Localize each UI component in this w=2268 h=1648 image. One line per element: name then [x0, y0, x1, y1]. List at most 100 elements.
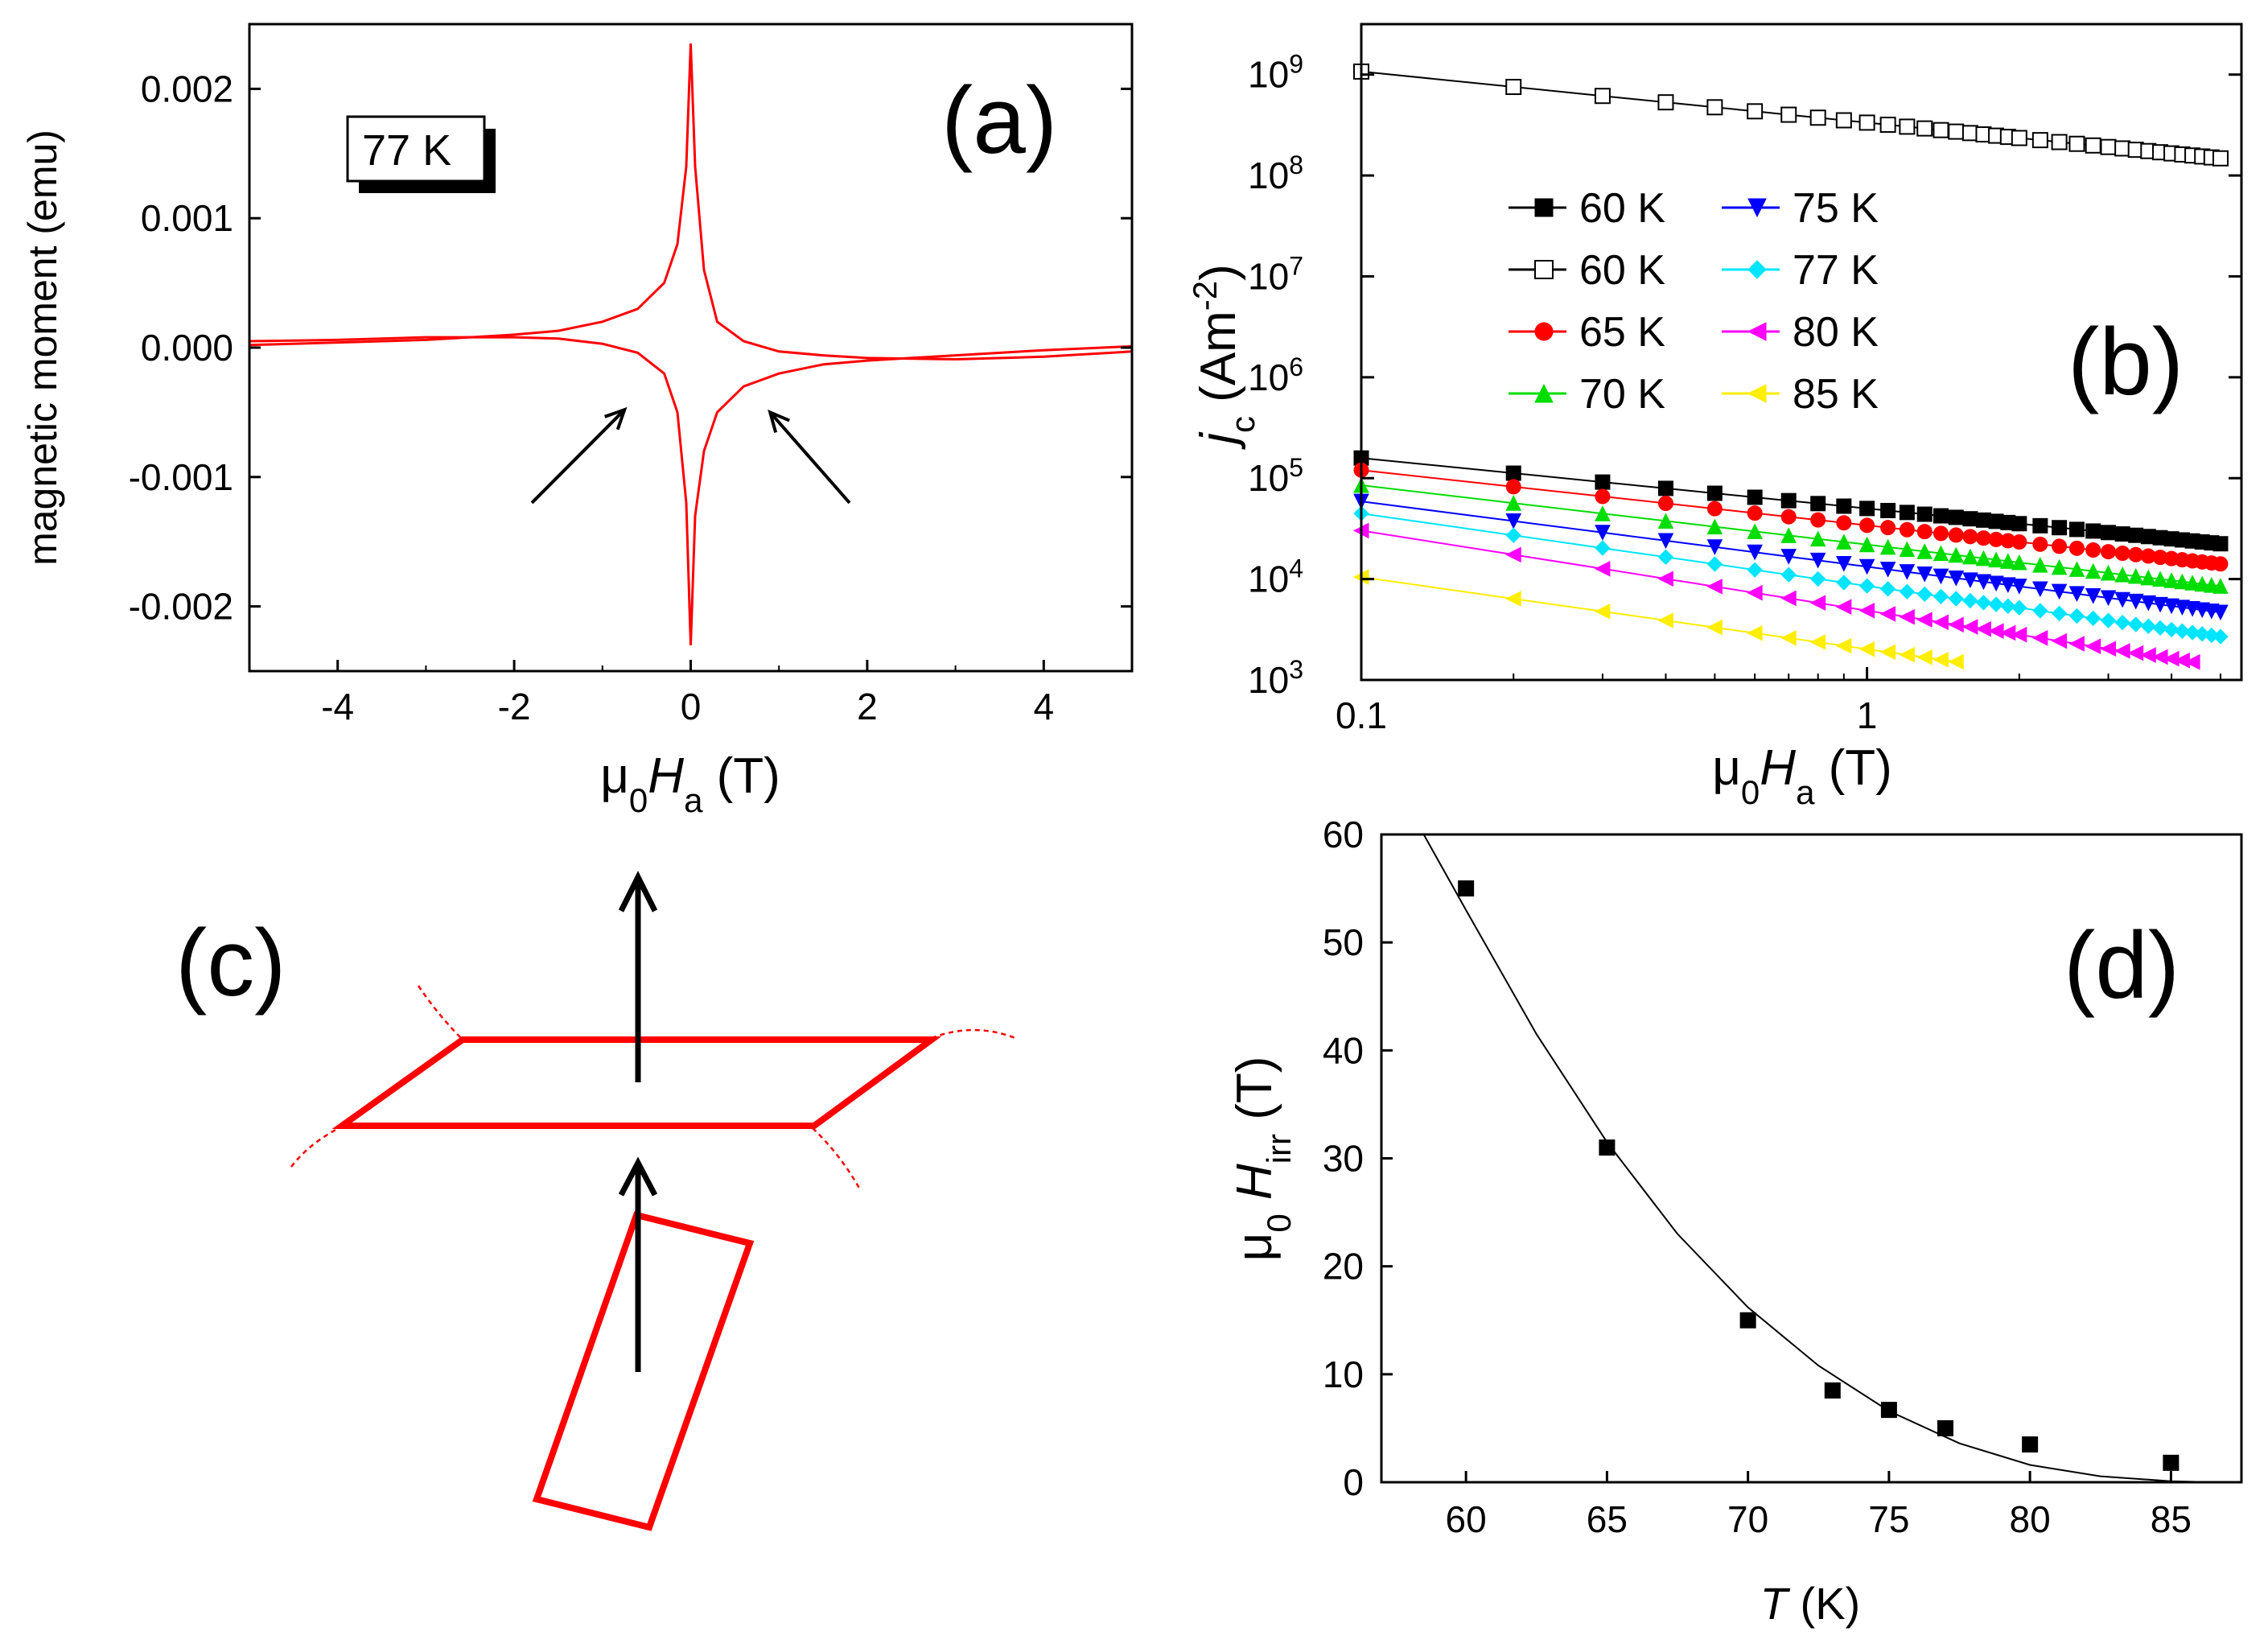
data-point: [1657, 571, 1673, 587]
data-point: [1505, 546, 1521, 563]
data-point: [1961, 619, 1978, 635]
x-tick-label: 85: [2151, 1498, 2192, 1540]
data-point: [1594, 604, 1611, 620]
data-point: [1599, 1139, 1616, 1156]
y-tick-exponent: 5: [1289, 453, 1303, 482]
panel-b-x-axis-label: μ0Ha (T): [1712, 740, 1892, 811]
x-tick-label: -4: [321, 686, 354, 727]
data-point: [1505, 495, 1522, 511]
data-point: [2101, 525, 2117, 541]
y-tick-base: 10: [1248, 558, 1289, 600]
data-point: [1916, 612, 1933, 628]
data-point: [1880, 1402, 1897, 1419]
data-point: [1657, 513, 1674, 529]
data-point: [1657, 612, 1673, 628]
data-point: [1747, 489, 1763, 505]
panel-c-schematic: (c): [175, 871, 1016, 1531]
panel-d-x-ticks: 60 65 70 75 80 85: [1446, 1471, 2192, 1540]
panel-b-plot-area: [1352, 63, 2229, 670]
y-tick-exponent: 9: [1289, 50, 1303, 79]
y-tick-exponent: 8: [1289, 150, 1303, 179]
data-point: [1933, 568, 1949, 585]
data-point: [1879, 644, 1896, 661]
data-point: [2068, 540, 2085, 556]
data-point: [1835, 637, 1852, 654]
panel-a-label: (a): [941, 68, 1057, 174]
data-point: [1809, 595, 1826, 611]
data-point: [1933, 525, 1949, 542]
data-point: [1899, 583, 1916, 599]
data-point: [2212, 556, 2229, 572]
data-point: [2174, 573, 2191, 590]
legend-label: 65 K: [1579, 309, 1665, 356]
data-point: [1810, 512, 1826, 528]
data-point: [2068, 608, 2085, 624]
data-point: [1505, 479, 1521, 495]
series-line: [1360, 529, 2193, 663]
data-point: [1505, 465, 1521, 481]
data-point: [2114, 591, 2130, 608]
legend-marker: [1534, 260, 1554, 279]
y-tick-base: 10: [1248, 457, 1289, 499]
x-tick-label: 65: [1587, 1498, 1628, 1540]
y-tick-exponent: 7: [1289, 251, 1303, 280]
data-point: [2052, 520, 2068, 536]
annotation-arrow-head-1: [604, 406, 628, 431]
panel-a-y-axis-label: magnetic moment (emu): [20, 130, 65, 566]
data-point: [1810, 496, 1826, 512]
data-point: [1948, 616, 1964, 633]
data-point: [1835, 112, 1852, 129]
data-point: [1858, 602, 1875, 619]
data-point: [2114, 566, 2130, 583]
data-point: [2127, 616, 2144, 632]
y-tick-label: 104: [1248, 554, 1303, 600]
data-point: [1809, 109, 1826, 126]
data-point: [1916, 524, 1933, 540]
data-point: [2051, 605, 2068, 622]
data-point: [1948, 591, 1965, 607]
data-point: [1899, 541, 1916, 558]
series-65K: [1353, 462, 2229, 572]
hysteresis-upper-branch: [249, 43, 1133, 361]
data-point: [1657, 94, 1674, 111]
data-point: [1780, 590, 1797, 607]
panel-a-y-ticks: -0.002 -0.001 0.000 0.001 0.002: [129, 68, 1132, 628]
legend-label: 75 K: [1793, 185, 1879, 232]
data-point: [2085, 588, 2101, 604]
data-point: [2000, 553, 2016, 569]
y-tick-base: 10: [1248, 154, 1289, 196]
legend-marker: [1747, 384, 1767, 403]
data-point: [1899, 646, 1915, 663]
series-70K: [1353, 476, 2229, 594]
data-point: [1780, 566, 1797, 583]
data-point: [2101, 544, 2117, 560]
annotation-arrow-2: [768, 411, 851, 505]
data-point: [1880, 520, 1896, 536]
data-point: [1595, 540, 1611, 556]
data-point: [2068, 586, 2085, 603]
data-point: [2152, 620, 2168, 637]
data-point: [2032, 603, 2048, 619]
data-point: [1747, 103, 1764, 120]
data-point: [1933, 545, 1949, 562]
data-point: [1747, 523, 1763, 539]
legend-label: 60 K: [1579, 247, 1665, 294]
panel-d-y-axis-label: μ0 Hirr (T): [1227, 1057, 1298, 1262]
data-point: [2000, 598, 2016, 614]
data-point: [1739, 1312, 1756, 1329]
data-point: [1933, 651, 1949, 668]
data-point: [2051, 558, 2068, 575]
legend-entry-65K: 65 K: [1509, 309, 1665, 356]
data-point: [1948, 653, 1964, 670]
y-tick-base: 10: [1248, 659, 1289, 701]
data-point: [2152, 596, 2168, 613]
y-tick-label: 103: [1248, 655, 1303, 701]
data-point: [1962, 548, 1978, 565]
data-point: [2011, 130, 2027, 146]
data-point: [1916, 506, 1933, 522]
data-point: [2032, 536, 2048, 552]
data-point: [2100, 564, 2117, 581]
legend-label: 85 K: [1793, 371, 1879, 418]
y-tick-exponent: 4: [1289, 554, 1303, 583]
